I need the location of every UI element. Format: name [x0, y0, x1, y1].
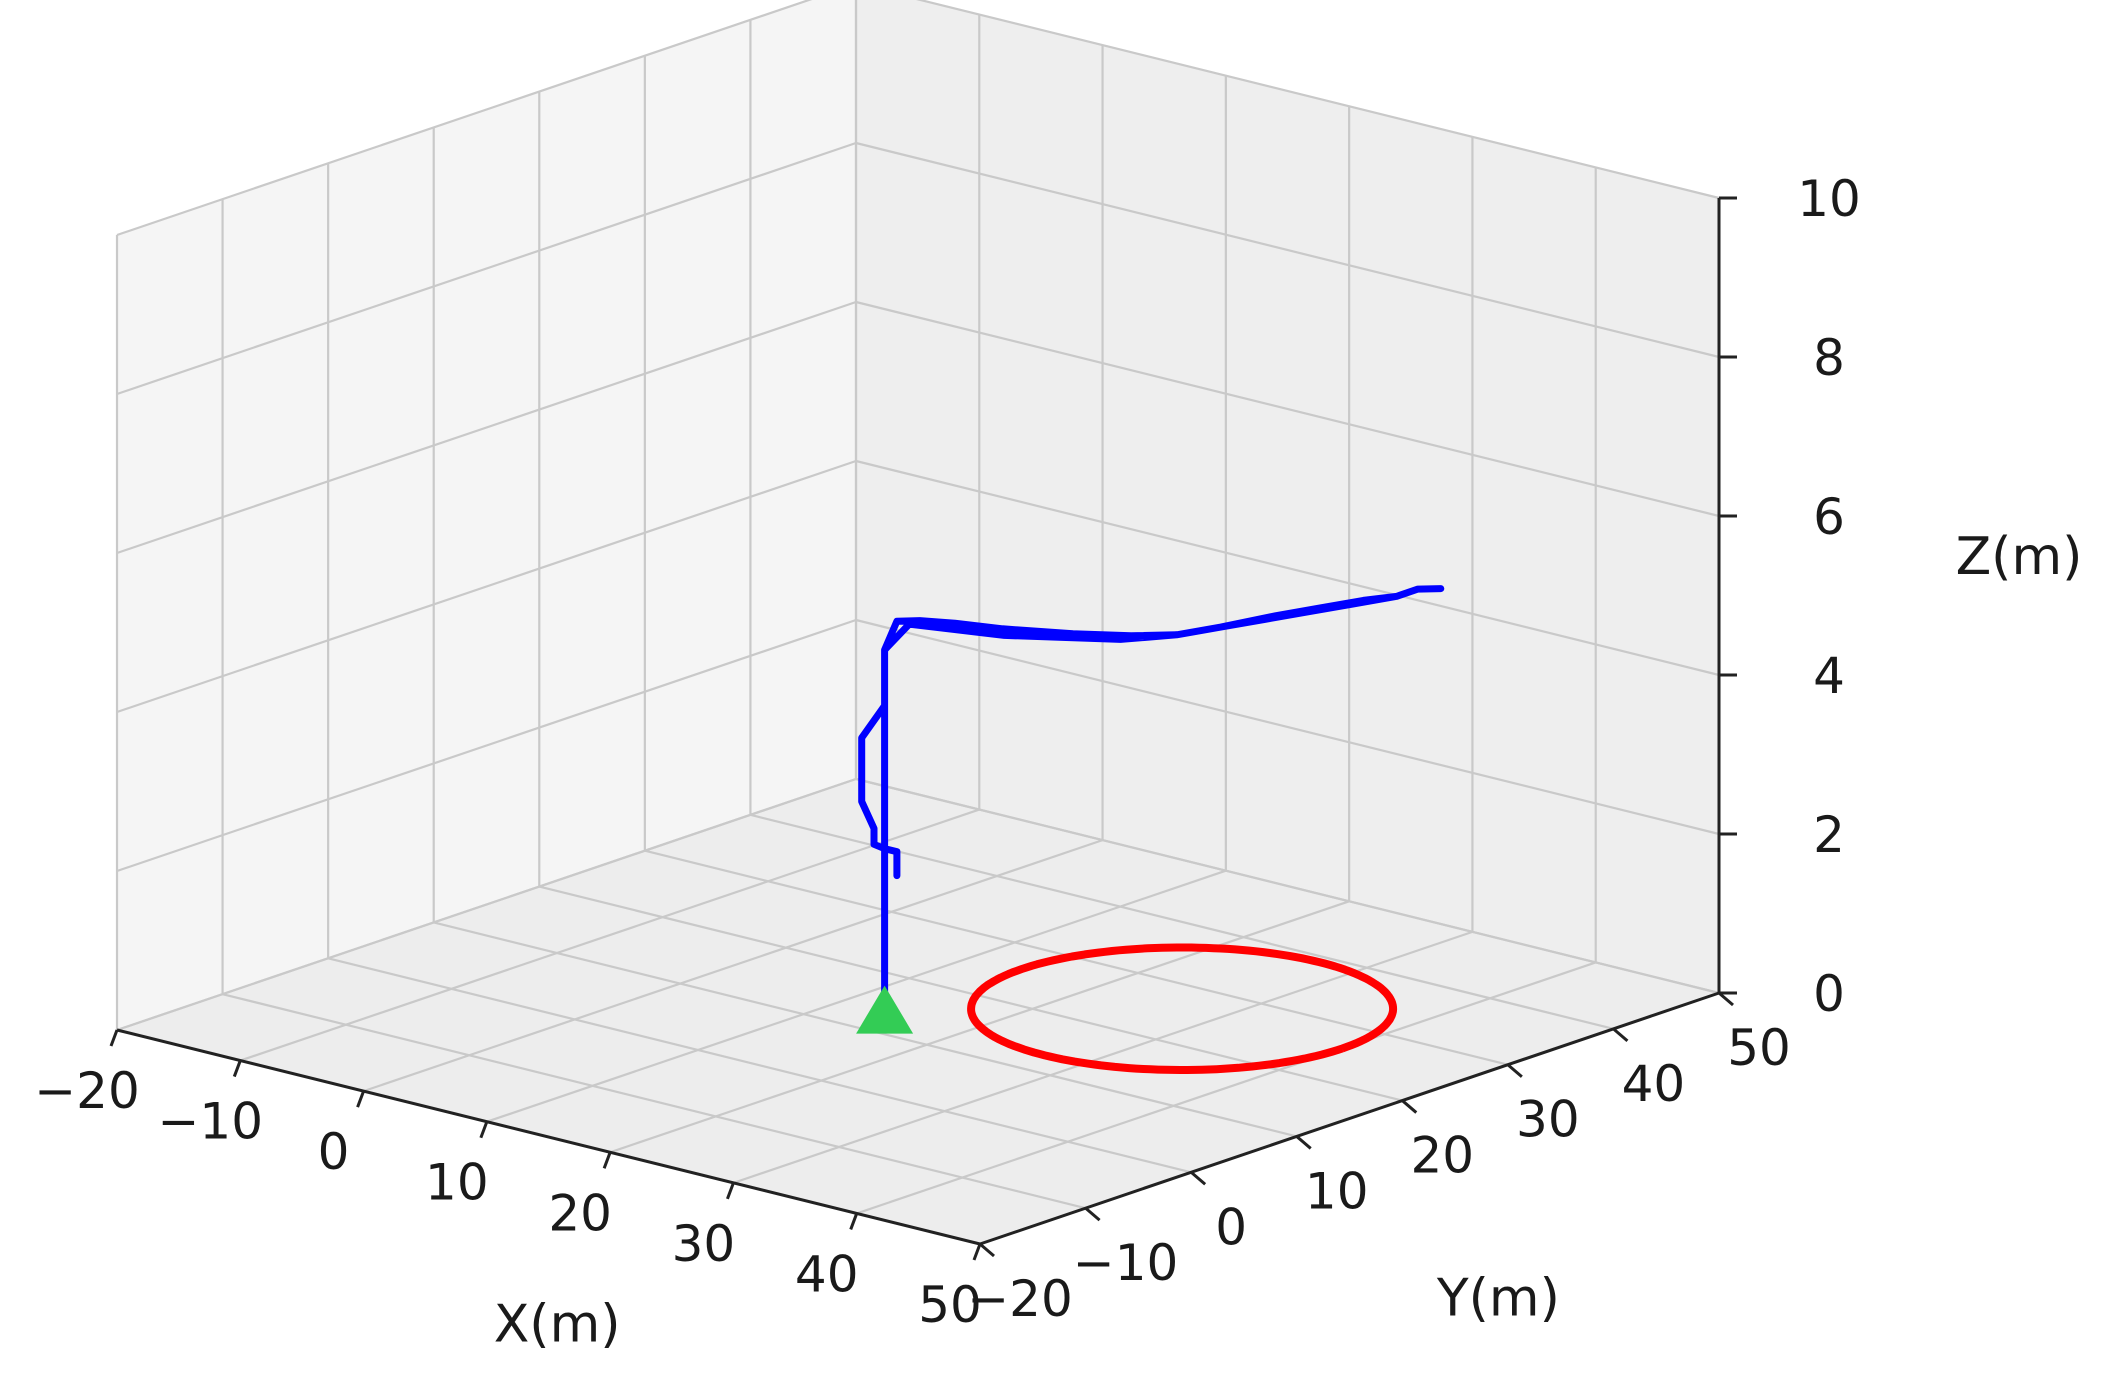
y-tick-label: −10: [1073, 1234, 1179, 1292]
start-marker: [856, 985, 914, 1034]
z-tick-label: 8: [1813, 329, 1845, 387]
wall-grid-z: [116, 141, 857, 396]
z-tick-label: 6: [1813, 488, 1845, 546]
floor-grid-y: [327, 957, 1192, 1174]
y-tick: [1718, 991, 1734, 1007]
z-tick-label: 10: [1797, 170, 1861, 228]
x-tick: [232, 1060, 242, 1078]
y-tick-label: 50: [1727, 1019, 1791, 1077]
y-tick: [1084, 1207, 1101, 1222]
x-tick-label: −20: [34, 1062, 140, 1120]
x-tick-label: 50: [918, 1276, 982, 1334]
wall-grid-z: [855, 777, 1720, 995]
floor-grid-x: [856, 961, 1597, 1215]
y-tick: [1401, 1099, 1418, 1114]
y-tick: [1506, 1063, 1523, 1078]
x-tick-label: 40: [795, 1245, 859, 1303]
axis-ticks: −20−1001020304050−20−1001020304050024681…: [34, 170, 1861, 1334]
x-tick-label: 20: [548, 1184, 612, 1242]
floor-grid-x: [363, 839, 1103, 1093]
back-right-pane: [856, 0, 1719, 993]
y-axis-line: [979, 991, 1720, 1246]
wall-grid-z: [915, 0, 1720, 200]
y-tick-label: 40: [1622, 1055, 1686, 1113]
wall-grid-z: [855, 141, 1720, 359]
x-axis-line: [116, 1028, 981, 1246]
x-tick-label: 30: [672, 1215, 736, 1273]
y-tick-label: 0: [1215, 1198, 1247, 1256]
z-tick-label: 4: [1813, 647, 1845, 705]
y-tick-label: 20: [1410, 1127, 1474, 1185]
wall-grid-z: [116, 618, 857, 873]
y-tick-label: −20: [967, 1270, 1073, 1328]
floor-grid-x: [486, 869, 1227, 1123]
y-tick: [1295, 1135, 1312, 1150]
x-tick: [849, 1212, 859, 1230]
wall-grid-z: [116, 459, 857, 714]
z-axis-label: Z(m): [1956, 527, 2083, 587]
reference-circle-line: [967, 943, 1398, 1074]
x-tick-label: 0: [318, 1123, 350, 1181]
trajectory-line: [858, 585, 1445, 1020]
y-tick: [1612, 1027, 1629, 1042]
wall-grid-z: [855, 300, 1720, 518]
x-tick: [479, 1121, 489, 1139]
floor-grid-x: [239, 808, 980, 1062]
x-axis-label: X(m): [494, 1294, 621, 1354]
wall-grid-z: [855, 618, 1720, 836]
z-tick-label: 2: [1813, 806, 1845, 864]
wall-grid-z: [116, 777, 857, 1032]
x-tick-label: 10: [425, 1154, 489, 1212]
x-tick: [109, 1029, 119, 1047]
y-tick-label: 10: [1305, 1162, 1369, 1220]
x-tick: [972, 1243, 982, 1261]
wall-grid-z: [855, 459, 1720, 677]
axis-lines: [116, 198, 1721, 1246]
x-tick: [602, 1151, 612, 1169]
x-tick-label: −10: [158, 1093, 264, 1151]
data-series: [856, 585, 1445, 1074]
y-tick: [1190, 1171, 1207, 1186]
x-tick: [726, 1182, 735, 1200]
axis-text: X(m) Y(m) Z(m): [494, 527, 2083, 1355]
back-left-pane: [117, 0, 856, 1030]
axes-panes: [117, 0, 1719, 1244]
wall-grid-z: [116, 300, 857, 555]
floor-grid-y: [222, 993, 1086, 1210]
y-tick-label: 30: [1516, 1091, 1580, 1149]
y-axis-label: Y(m): [1436, 1269, 1560, 1329]
x-tick: [356, 1090, 365, 1108]
wall-grid-z: [116, 0, 813, 237]
y-tick: [979, 1242, 995, 1258]
z-tick-label: 0: [1813, 965, 1845, 1023]
